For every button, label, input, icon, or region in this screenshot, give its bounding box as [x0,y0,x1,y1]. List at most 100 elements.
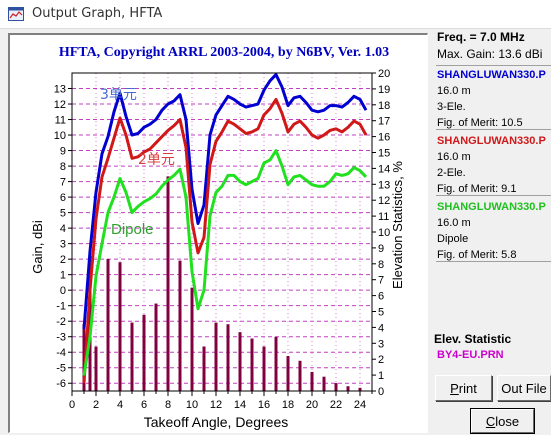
elevation-bar [346,386,350,391]
elevation-bar [298,360,302,391]
series-line [82,73,368,330]
x-tick-label: 2 [93,399,99,411]
elevation-bar [262,346,266,391]
y2-tick-label: 15 [378,148,390,160]
annotation-2ele: 2单元 [138,152,175,168]
title-bar: Output Graph, HFTA [0,0,551,29]
elevation-bar [322,376,326,391]
y-tick-label: -3 [56,332,66,344]
antenna-entry-2: SHANGLUWAN330.P 16.0 m 2-Ele. Fig. of Me… [437,133,546,197]
annotation-dipole: Dipole [111,221,154,238]
x-tick-label: 22 [330,399,342,411]
elevation-bar [94,346,98,391]
y-tick-label: 2 [60,254,66,266]
y2-tick-label: 5 [378,307,384,319]
gain-lines [82,73,368,384]
elevation-file-name: BY4-EU.PRN [437,349,504,361]
out-file-button[interactable]: Out File [497,375,551,401]
antenna-merit: Fig. of Merit: 5.8 [437,249,517,261]
x-tick-label: 4 [117,399,123,411]
y2-tick-label: 16 [378,132,390,144]
y-tick-label: -4 [56,347,66,359]
y-tick-label: 11 [55,115,66,127]
y2-tick-label: 17 [378,116,390,128]
divider [436,65,551,66]
elevation-bar [190,287,194,391]
y2-tick-label: 12 [378,195,390,207]
antenna-type: 2-Ele. [437,167,466,179]
elevation-bar [310,371,314,391]
antenna-file: SHANGLUWAN330.P [437,201,546,213]
x-tick-label: 20 [306,399,318,411]
y2-tick-label: 11 [378,211,389,223]
y2-tick-label: 18 [378,100,390,112]
y-tick-label: 7 [60,177,66,189]
elevation-bar [106,259,110,391]
series-line [82,97,368,384]
elevation-bar [130,322,134,391]
elevation-gain-chart: HFTA, Copyright ARRL 2003-2004, by N6BV,… [30,45,405,430]
window-title: Output Graph, HFTA [32,6,163,21]
y-tick-label: 8 [60,161,66,173]
y-tick-label: 3 [60,239,66,251]
y-tick-label: 1 [60,270,66,282]
chart-grid [72,73,372,391]
antenna-file: SHANGLUWAN330.P [437,135,546,147]
x-tick-label: 12 [210,399,222,411]
antenna-height: 16.0 m [437,151,471,163]
info-panel: Freq. = 7.0 MHz Max. Gain: 13.6 dBi SHAN… [430,30,551,435]
y2-tick-label: 10 [378,227,390,239]
divider [436,261,551,262]
elevation-bar [286,356,290,391]
x-tick-label: 8 [165,399,171,411]
elevation-bar [166,176,170,391]
y2-axis-label: Elevation Statistics, % [390,161,405,289]
antenna-type: Dipole [437,233,469,245]
antenna-type: 3-Ele. [437,101,466,113]
frequency-label: Freq. = 7.0 MHz [437,30,525,44]
x-tick-label: 24 [354,399,366,411]
out-file-label: Out File [501,380,547,396]
elevation-bars [82,176,362,391]
antenna-merit: Fig. of Merit: 9.1 [437,183,517,195]
y2-tick-label: 1 [378,370,384,382]
elevation-bar [250,338,254,391]
app-icon [8,7,24,26]
elevation-bar [238,332,242,391]
y2-tick-label: 8 [378,259,384,271]
print-accel: P [450,380,459,396]
chart-title: HFTA, Copyright ARRL 2003-2004, by N6BV,… [59,45,389,60]
y-tick-label: -2 [56,316,66,328]
annotation-3ele: 3单元 [100,87,137,103]
series-line [82,149,368,376]
y2-tick-label: 13 [378,179,390,191]
elevation-statistic-title: Elev. Statistic [434,332,512,346]
antenna-height: 16.0 m [437,85,471,97]
y-tick-label: 12 [54,99,66,111]
y2-tick-label: 6 [378,291,384,303]
elevation-bar [214,322,218,391]
graph-panel: HFTA, Copyright ARRL 2003-2004, by N6BV,… [8,33,428,433]
antenna-entry-3: SHANGLUWAN330.P 16.0 m Dipole Fig. of Me… [437,199,546,263]
x-tick-label: 16 [258,399,270,411]
x-tick-label: 6 [141,399,147,411]
antenna-height: 16.0 m [437,217,471,229]
y-axis-label: Gain, dBi [30,220,45,274]
x-tick-label: 0 [69,399,75,411]
elevation-bar [118,262,122,391]
y2-tick-label: 2 [378,354,384,366]
y-tick-label: 6 [60,192,66,204]
y-tick-label: 5 [60,208,66,220]
divider [436,195,551,196]
y2-tick-label: 0 [378,386,384,398]
elevation-bar [202,346,206,391]
y2-tick-label: 3 [378,338,384,350]
elevation-bar [274,336,278,391]
y2-tick-label: 20 [378,68,390,80]
y2-tick-label: 4 [378,322,384,334]
elevation-bar [154,303,158,391]
antenna-file: SHANGLUWAN330.P [437,69,546,81]
y-tick-label: 13 [54,84,66,96]
